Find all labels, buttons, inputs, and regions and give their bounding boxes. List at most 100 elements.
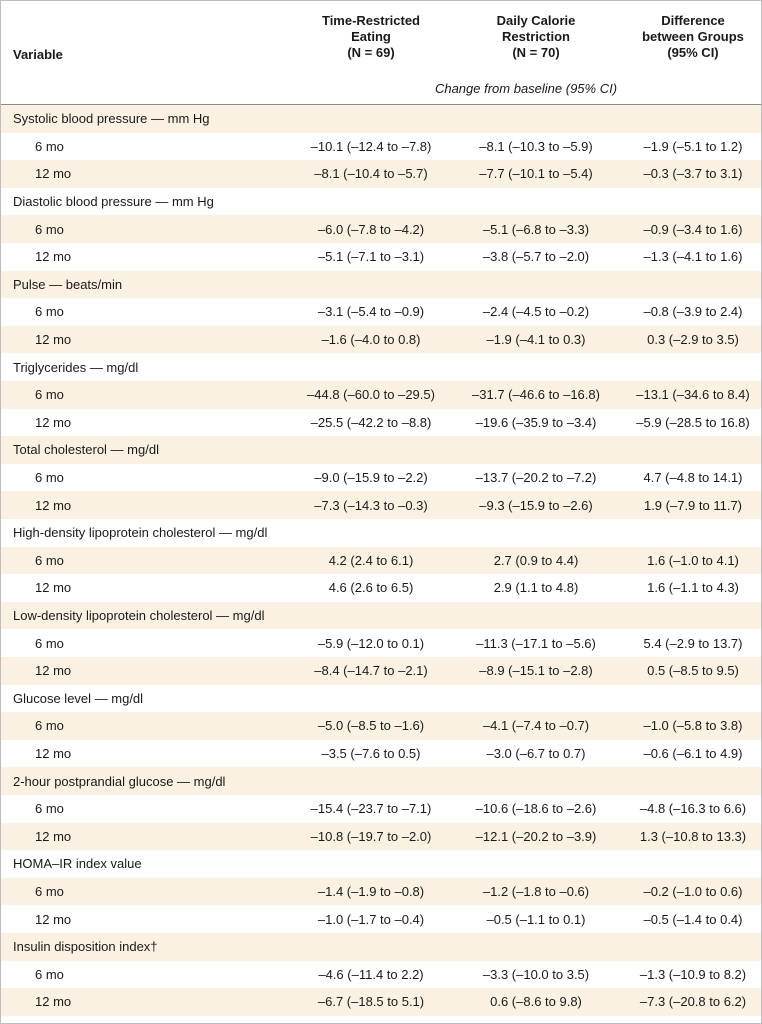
cell-value: –12.1 (–20.2 to –3.9)	[475, 828, 597, 844]
column-header: Time-Restricted Eating (N = 69)	[291, 13, 451, 61]
row-label: 6 mo	[35, 718, 64, 734]
cell-value: –4.8 (–16.3 to 6.6)	[639, 801, 747, 817]
table-row: Low-density lipoprotein cholesterol — mg…	[1, 601, 761, 630]
table-row: 6 mo –3.1 (–5.4 to –0.9) –2.4 (–4.5 to –0.…	[1, 298, 761, 326]
cell-value: –0.9 (–3.4 to 1.6)	[643, 221, 743, 237]
cell-value: –10.1 (–12.4 to –7.8)	[310, 138, 432, 154]
table-row: 2-hour postprandial glucose — mg/dl	[1, 767, 761, 795]
cell-value: 2.7 (0.9 to 4.4)	[493, 552, 579, 568]
group-label: Triglycerides — mg/dl	[13, 359, 139, 375]
table-row: 6 mo –9.0 (–15.9 to –2.2) –13.7 (–20.2 to …	[1, 464, 761, 492]
cell-value: –6.7 (–18.5 to 5.1)	[317, 994, 425, 1010]
cell-value: –0.2 (–1.0 to 0.6)	[643, 884, 743, 900]
table-row: 6 mo –15.4 (–23.7 to –7.1) –10.6 (–18.6 to…	[1, 795, 761, 823]
header-line: between Groups	[642, 29, 744, 44]
cell-value: 0.5 (–8.5 to 9.5)	[647, 663, 739, 679]
group-label: Pulse — beats/min	[13, 276, 123, 292]
cell-value: –8.1 (–10.4 to –5.7)	[314, 166, 428, 182]
table-row: 12 mo –7.3 (–14.3 to –0.3) –9.3 (–15.9 to …	[1, 491, 761, 519]
table-row: HOMA–IR index value	[1, 850, 761, 878]
row-label: 6 mo	[35, 138, 64, 154]
row-label: 12 mo	[35, 249, 72, 265]
table-row: 12 mo –25.5 (–42.2 to –8.8) –19.6 (–35.9 t…	[1, 409, 761, 437]
table-row: 12 mo –6.7 (–18.5 to 5.1) 0.6 (–8.6 to 9.8…	[1, 988, 761, 1016]
subheader: Change from baseline (95% CI)	[434, 81, 618, 96]
row-label: 12 mo	[35, 414, 72, 430]
cell-value: –4.1 (–7.4 to –0.7)	[482, 718, 590, 734]
table-row: 6 mo –10.1 (–12.4 to –7.8) –8.1 (–10.3 to …	[1, 133, 761, 161]
table-row: High-density lipoprotein cholesterol — m…	[1, 519, 761, 547]
cell-value: –19.6 (–35.9 to –3.4)	[475, 414, 597, 430]
row-label: 6 mo	[35, 801, 64, 817]
column-header: Variable	[13, 47, 63, 62]
column-header: Daily Calorie Restriction (N = 70)	[456, 13, 616, 61]
header-line: Difference	[661, 13, 725, 28]
cell-value: –3.0 (–6.7 to 0.7)	[486, 746, 586, 762]
cell-value: –9.3 (–15.9 to –2.6)	[479, 497, 593, 513]
table-row: 12 mo –5.1 (–7.1 to –3.1) –3.8 (–5.7 to –2…	[1, 243, 761, 271]
table-row: 12 mo –8.1 (–10.4 to –5.7) –7.7 (–10.1 to …	[1, 160, 761, 188]
cell-value: –3.8 (–5.7 to –2.0)	[482, 249, 590, 265]
cell-value: –1.4 (–1.9 to –0.8)	[317, 884, 425, 900]
table-row: 6 mo –5.9 (–12.0 to 0.1) –11.3 (–17.1 to –…	[1, 629, 761, 657]
table-row: 12 mo –8.4 (–14.7 to –2.1) –8.9 (–15.1 to …	[1, 657, 761, 685]
cell-value: –5.1 (–6.8 to –3.3)	[482, 221, 590, 237]
cell-value: –15.4 (–23.7 to –7.1)	[310, 801, 432, 817]
table-row: Total cholesterol — mg/dl	[1, 436, 761, 464]
cell-value: –0.6 (–6.1 to 4.9)	[643, 746, 743, 762]
row-label: 6 mo	[35, 635, 64, 651]
cell-value: 2.9 (1.1 to 4.8)	[493, 580, 579, 596]
header-line: Daily Calorie	[496, 13, 576, 28]
header-line: (N = 69)	[347, 45, 395, 60]
table-row: 6 mo 4.2 (2.4 to 6.1) 2.7 (0.9 to 4.4) 1.6 …	[1, 546, 761, 575]
row-label: 6 mo	[35, 966, 64, 982]
cell-value: –0.5 (–1.4 to 0.4)	[643, 911, 743, 927]
cell-value: 1.9 (–7.9 to 11.7)	[643, 497, 743, 513]
cell-value: –1.0 (–1.7 to –0.4)	[317, 911, 425, 927]
table-row: Glucose level — mg/dl	[1, 685, 761, 713]
cell-value: 1.3 (–10.8 to 13.3)	[639, 828, 747, 844]
cell-value: –2.4 (–4.5 to –0.2)	[482, 304, 590, 320]
group-label: Glucose level — mg/dl	[13, 690, 144, 706]
group-label: Diastolic blood pressure — mm Hg	[13, 194, 214, 210]
header-line: Restriction	[502, 29, 570, 44]
table-row: Insulin disposition index†	[1, 933, 761, 961]
table-row: 12 mo –1.0 (–1.7 to –0.4) –0.5 (–1.1 to 0.…	[1, 905, 761, 933]
row-label: 6 mo	[35, 304, 64, 320]
cell-value: –13.7 (–20.2 to –7.2)	[475, 470, 597, 486]
cell-value: –10.6 (–18.6 to –2.6)	[475, 801, 597, 817]
cell-value: –0.5 (–1.1 to 0.1)	[486, 911, 586, 927]
row-label: 6 mo	[35, 470, 64, 486]
row-label: 12 mo	[35, 497, 72, 513]
table-row: 6 mo –5.0 (–8.5 to –1.6) –4.1 (–7.4 to –0.…	[1, 712, 761, 740]
cell-value: –9.0 (–15.9 to –2.2)	[314, 470, 428, 486]
cell-value: –1.0 (–5.8 to 3.8)	[643, 718, 743, 734]
cell-value: –6.0 (–7.8 to –4.2)	[317, 221, 425, 237]
cell-value: –3.3 (–10.0 to 3.5)	[482, 966, 590, 982]
cell-value: –5.1 (–7.1 to –3.1)	[317, 249, 425, 265]
cell-value: –5.9 (–28.5 to 16.8)	[636, 414, 750, 430]
row-label: 12 mo	[35, 746, 72, 762]
cell-value: –0.3 (–3.7 to 3.1)	[643, 166, 743, 182]
row-label: 12 mo	[35, 911, 72, 927]
group-label: 2-hour postprandial glucose — mg/dl	[13, 773, 226, 789]
cell-value: 5.4 (–2.9 to 13.7)	[643, 635, 743, 651]
cell-value: –1.2 (–1.8 to –0.6)	[482, 884, 590, 900]
cell-value: 4.2 (2.4 to 6.1)	[328, 552, 414, 568]
table-row: 12 mo –1.6 (–4.0 to 0.8) –1.9 (–4.1 to 0.3…	[1, 325, 761, 354]
group-label: High-density lipoprotein cholesterol — m…	[13, 525, 268, 541]
table-row: 6 mo –1.4 (–1.9 to –0.8) –1.2 (–1.8 to –0.…	[1, 877, 761, 906]
cell-value: –8.1 (–10.3 to –5.9)	[479, 138, 593, 154]
cell-value: 1.6 (–1.0 to 4.1)	[647, 552, 739, 568]
cell-value: –1.9 (–5.1 to 1.2)	[643, 138, 743, 154]
cell-value: –7.3 (–20.8 to 6.2)	[639, 994, 747, 1010]
cell-value: –8.9 (–15.1 to –2.8)	[479, 663, 593, 679]
header-line: Eating	[351, 29, 391, 44]
group-label: Systolic blood pressure — mm Hg	[13, 111, 210, 127]
cell-value: –31.7 (–46.6 to –16.8)	[472, 387, 600, 403]
cell-value: –5.9 (–12.0 to 0.1)	[317, 635, 425, 651]
table-row: 12 mo 4.6 (2.6 to 6.5) 2.9 (1.1 to 4.8) 1.6…	[1, 574, 761, 602]
group-label: Insulin disposition index†	[13, 939, 158, 955]
cell-value: 1.6 (–1.1 to 4.3)	[647, 580, 739, 596]
cell-value: –10.8 (–19.7 to –2.0)	[310, 828, 432, 844]
